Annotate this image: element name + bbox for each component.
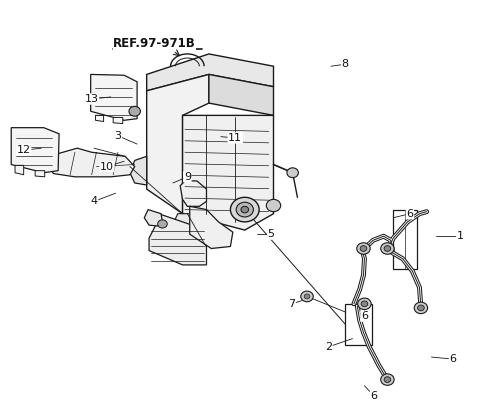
Circle shape bbox=[381, 374, 394, 386]
Circle shape bbox=[157, 220, 167, 228]
Polygon shape bbox=[173, 214, 206, 230]
Circle shape bbox=[358, 298, 371, 309]
Polygon shape bbox=[130, 156, 147, 185]
Polygon shape bbox=[11, 128, 59, 173]
Polygon shape bbox=[147, 54, 274, 91]
Polygon shape bbox=[15, 165, 24, 175]
Text: 13: 13 bbox=[84, 94, 98, 104]
Polygon shape bbox=[35, 171, 45, 177]
Circle shape bbox=[384, 246, 391, 252]
Circle shape bbox=[266, 199, 281, 212]
Text: 6: 6 bbox=[407, 209, 413, 219]
Circle shape bbox=[414, 302, 428, 314]
Polygon shape bbox=[209, 74, 274, 115]
Circle shape bbox=[361, 301, 368, 307]
Circle shape bbox=[381, 243, 394, 254]
Polygon shape bbox=[48, 148, 135, 177]
Circle shape bbox=[360, 246, 367, 252]
Circle shape bbox=[241, 206, 249, 213]
Circle shape bbox=[301, 291, 313, 302]
Text: 11: 11 bbox=[228, 133, 242, 143]
Text: 1: 1 bbox=[456, 231, 464, 241]
Circle shape bbox=[418, 305, 424, 311]
Polygon shape bbox=[182, 115, 274, 230]
Polygon shape bbox=[149, 215, 206, 265]
Polygon shape bbox=[147, 74, 209, 214]
Text: 2: 2 bbox=[325, 342, 332, 352]
Circle shape bbox=[384, 377, 391, 383]
Text: 4: 4 bbox=[90, 196, 97, 206]
Polygon shape bbox=[190, 206, 233, 249]
Text: 7: 7 bbox=[288, 299, 295, 309]
Circle shape bbox=[287, 168, 299, 178]
Text: 6: 6 bbox=[371, 391, 377, 401]
Circle shape bbox=[230, 197, 259, 222]
Circle shape bbox=[304, 294, 310, 299]
Circle shape bbox=[236, 202, 253, 217]
Circle shape bbox=[357, 243, 370, 254]
Text: 9: 9 bbox=[184, 172, 191, 182]
Polygon shape bbox=[91, 74, 137, 120]
Polygon shape bbox=[96, 115, 104, 122]
Text: 3: 3 bbox=[114, 131, 121, 141]
Text: 6: 6 bbox=[449, 354, 456, 364]
Polygon shape bbox=[144, 210, 162, 226]
Text: 8: 8 bbox=[342, 59, 349, 69]
Text: REF.97-971B: REF.97-971B bbox=[113, 37, 196, 50]
Circle shape bbox=[129, 106, 141, 116]
Text: 10: 10 bbox=[100, 162, 114, 171]
Polygon shape bbox=[113, 118, 123, 124]
Polygon shape bbox=[180, 181, 206, 206]
Text: 6: 6 bbox=[361, 311, 368, 321]
Text: 12: 12 bbox=[17, 145, 31, 155]
Text: 5: 5 bbox=[268, 229, 275, 239]
